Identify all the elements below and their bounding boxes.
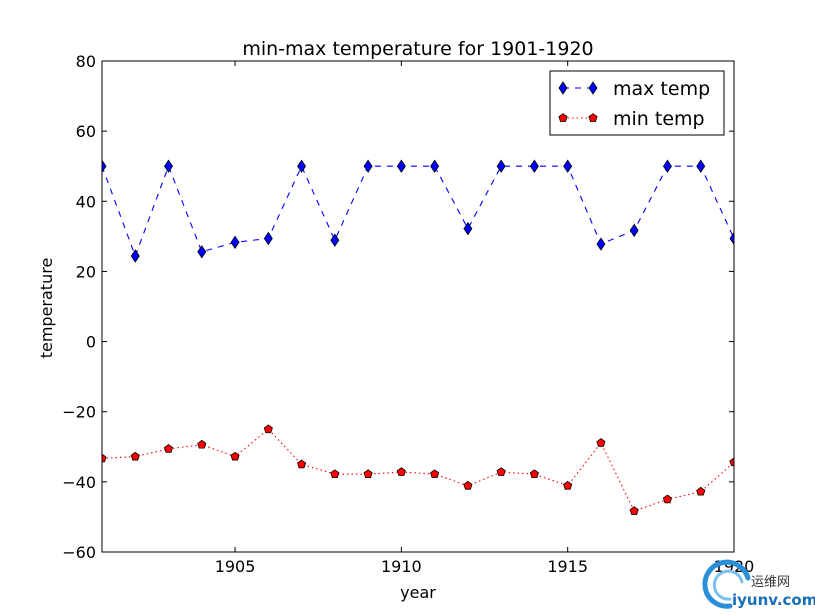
data-point-min-temp — [263, 424, 273, 434]
y-axis-label: temperature — [37, 258, 56, 359]
data-point-max-temp — [529, 159, 539, 173]
plot-area — [102, 159, 734, 515]
data-point-max-temp — [563, 159, 573, 173]
x-axis-label: year — [400, 583, 436, 602]
data-point-max-temp — [330, 233, 340, 247]
data-point-min-temp — [363, 469, 373, 479]
data-point-max-temp — [696, 159, 706, 173]
y-tick-label: 60 — [76, 122, 96, 141]
y-tick-label: −40 — [62, 473, 96, 492]
legend-marker-max-temp — [558, 81, 568, 95]
data-point-max-temp — [496, 159, 506, 173]
data-point-max-temp — [297, 159, 307, 173]
y-tick-label: −20 — [62, 403, 96, 422]
data-point-min-temp — [696, 486, 706, 496]
legend-marker-min-temp — [588, 113, 598, 122]
data-point-min-temp — [596, 438, 606, 447]
series-line-max-temp — [102, 164, 734, 258]
watermark-url: iyunv.com — [732, 591, 815, 609]
y-tick-label: 40 — [76, 192, 96, 211]
data-point-min-temp — [102, 453, 107, 463]
watermark-logo-icon — [702, 559, 751, 609]
x-tick-label: 1905 — [215, 557, 256, 576]
data-point-min-temp — [729, 457, 734, 467]
data-point-min-temp — [463, 480, 473, 490]
data-point-min-temp — [529, 469, 539, 479]
legend: max temp min temp — [549, 70, 725, 136]
data-point-max-temp — [396, 159, 406, 173]
data-point-min-temp — [230, 451, 240, 461]
legend-box — [549, 70, 725, 136]
data-point-max-temp — [230, 235, 240, 250]
data-point-min-temp — [163, 444, 174, 453]
legend-marker-max-temp — [588, 81, 598, 95]
data-point-max-temp — [130, 249, 140, 263]
legend-marker-min-temp — [558, 113, 568, 122]
data-point-max-temp — [164, 159, 174, 173]
data-point-max-temp — [197, 245, 207, 259]
watermark-text: 运维网 — [751, 575, 790, 590]
legend-label-min-temp: min temp — [613, 108, 705, 130]
data-point-min-temp — [430, 469, 440, 479]
data-point-min-temp — [496, 467, 506, 476]
data-point-max-temp — [363, 159, 373, 173]
chart-title: min-max temperature for 1901-1920 — [242, 38, 593, 60]
data-point-max-temp — [463, 221, 473, 236]
data-point-min-temp — [629, 506, 639, 515]
data-point-min-temp — [330, 469, 340, 479]
x-tick-label: 1915 — [547, 557, 588, 576]
data-point-min-temp — [197, 439, 207, 449]
data-point-max-temp — [430, 159, 440, 173]
y-tick-label: 0 — [86, 333, 96, 352]
series-group — [102, 159, 734, 515]
plot-frame — [101, 60, 735, 553]
data-point-min-temp — [563, 480, 573, 490]
data-point-min-temp — [297, 459, 307, 469]
y-tick-label: −60 — [62, 543, 96, 562]
watermark: 运维网 iyunv.com — [702, 559, 815, 609]
data-point-max-temp — [729, 231, 734, 246]
data-point-max-temp — [263, 231, 273, 246]
data-point-max-temp — [662, 159, 672, 173]
data-point-min-temp — [396, 467, 406, 476]
data-point-min-temp — [662, 494, 673, 504]
legend-label-max-temp: max temp — [613, 78, 710, 100]
data-point-min-temp — [130, 451, 140, 461]
data-point-max-temp — [596, 237, 606, 251]
y-tick-label: 80 — [76, 52, 96, 71]
y-tick-label: 20 — [76, 262, 96, 281]
x-tick-label: 1910 — [381, 557, 422, 576]
data-point-max-temp — [629, 223, 639, 238]
watermark-logo-inner-icon — [712, 569, 744, 601]
data-point-max-temp — [102, 159, 107, 173]
